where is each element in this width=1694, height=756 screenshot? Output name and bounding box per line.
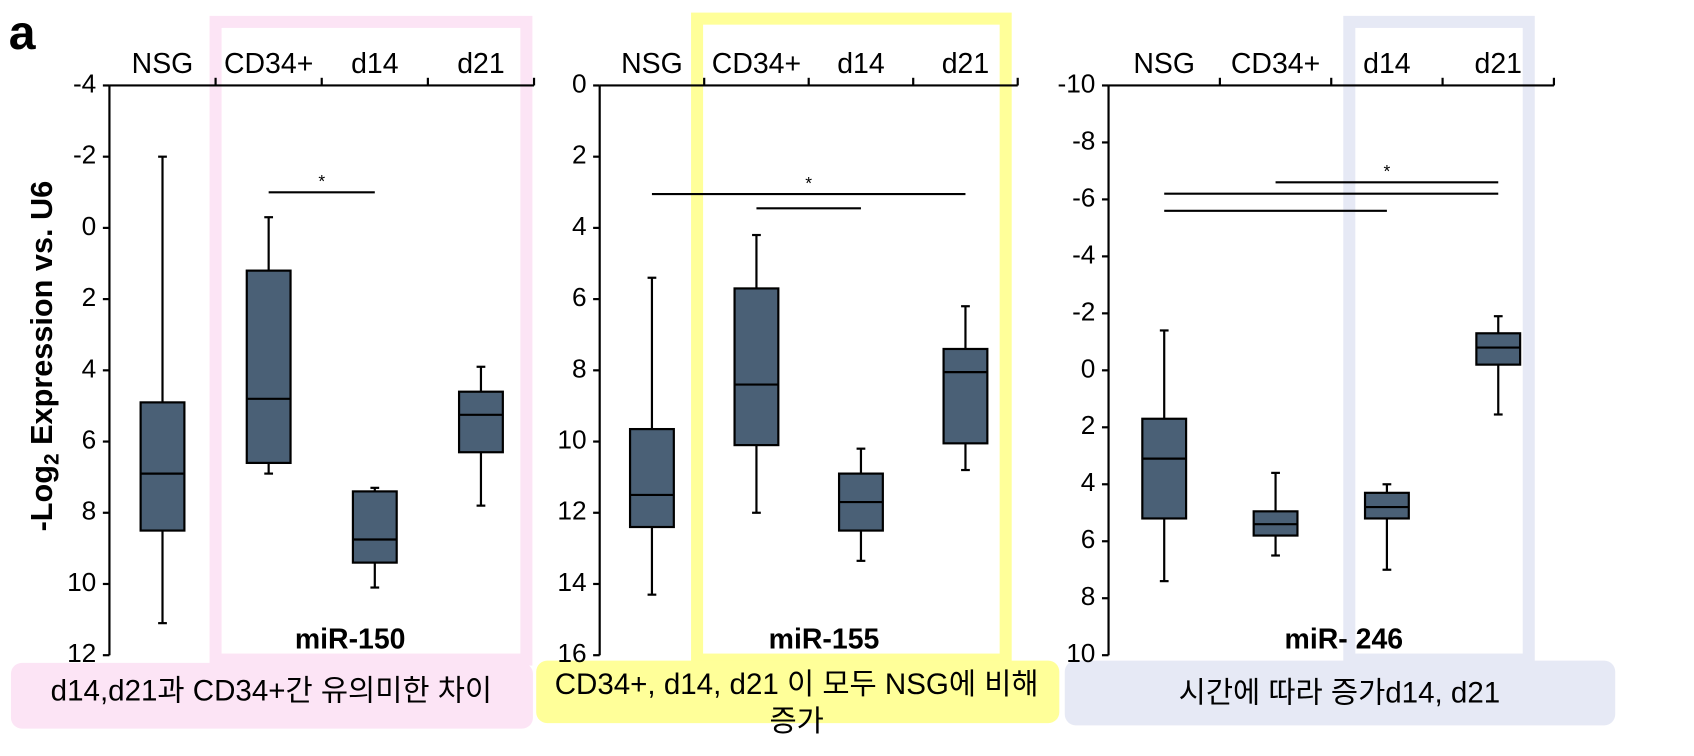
caption-box — [1064, 660, 1616, 726]
y-tick-label: -6 — [1072, 182, 1095, 212]
y-tick-label: 8 — [1081, 581, 1096, 611]
y-tick-label: 0 — [572, 68, 587, 98]
caption-line: 증가 — [769, 705, 823, 738]
significance-star: * — [318, 171, 325, 191]
x-tick-label: d21 — [942, 48, 989, 80]
y-tick-label: 0 — [1081, 353, 1096, 383]
panel-label: a — [9, 6, 37, 60]
y-tick-label: 10 — [67, 567, 96, 597]
chart-title: miR-150 — [295, 623, 406, 655]
box — [1141, 417, 1188, 520]
y-tick-label: 8 — [572, 353, 587, 383]
y-label-part: -Log — [25, 465, 59, 531]
box — [1363, 491, 1410, 520]
y-tick-label: 2 — [1081, 410, 1096, 440]
x-tick-label: d14 — [351, 48, 398, 80]
caption-box — [536, 660, 1060, 724]
y-tick-label: -8 — [1072, 125, 1095, 155]
x-tick-label: d14 — [837, 48, 884, 80]
x-tick-label: NSG — [132, 48, 194, 80]
box — [1475, 332, 1522, 366]
caption: 시간에 따라 증가d14, d21 — [1179, 676, 1501, 709]
y-tick-label: -2 — [73, 140, 96, 170]
x-tick-label: NSG — [1133, 48, 1195, 80]
x-tick-label: CD34+ — [224, 48, 313, 80]
y-tick-label: 12 — [67, 638, 96, 668]
box — [942, 347, 989, 445]
box — [351, 490, 398, 564]
y-tick-label: -4 — [73, 68, 96, 98]
chart-title: miR- 246 — [1285, 623, 1404, 655]
y-tick-label: 8 — [82, 496, 97, 526]
y-tick-label: 0 — [82, 211, 97, 241]
box — [733, 287, 780, 447]
caption: d14,d21과 CD34+간 유의미한 차이 — [51, 674, 492, 707]
y-axis-label: -Log2 Expression vs. U6 — [25, 181, 63, 532]
box — [139, 401, 186, 532]
significance-star: * — [805, 173, 812, 193]
y-tick-label: 4 — [82, 353, 97, 383]
x-tick-label: d21 — [1475, 48, 1522, 80]
y-tick-label: -4 — [1072, 239, 1095, 269]
y-tick-label: 14 — [557, 567, 586, 597]
highlight-frame — [691, 12, 1012, 666]
highlight-frame — [1343, 15, 1535, 666]
caption-box — [10, 662, 533, 729]
y-label-part: Expression vs. U6 — [25, 181, 59, 454]
x-tick-label: NSG — [621, 48, 683, 80]
y-tick-label: 12 — [557, 496, 586, 526]
y-tick-label: 10 — [1066, 638, 1095, 668]
chart-title: miR-155 — [769, 623, 880, 655]
y-tick-label: 10 — [557, 424, 586, 454]
y-tick-label: 6 — [572, 282, 587, 312]
box — [457, 390, 504, 454]
box — [628, 427, 675, 529]
y-tick-label: 2 — [82, 282, 97, 312]
x-tick-label: CD34+ — [1231, 48, 1320, 80]
y-label-subscript: 2 — [40, 453, 63, 465]
x-tick-label: d14 — [1363, 48, 1410, 80]
y-tick-label: -10 — [1057, 68, 1095, 98]
y-tick-label: -2 — [1072, 296, 1095, 326]
y-tick-label: 4 — [572, 211, 587, 241]
x-tick-label: d21 — [457, 48, 504, 80]
caption-line: CD34+, d14, d21 이 모두 NSG에 비해 — [555, 668, 1039, 701]
highlight-frame — [209, 15, 533, 666]
y-tick-label: 16 — [557, 638, 586, 668]
significance-star: * — [1384, 161, 1391, 181]
y-tick-label: 4 — [1081, 467, 1096, 497]
y-tick-label: 6 — [82, 424, 97, 454]
y-tick-label: 6 — [1081, 524, 1096, 554]
y-tick-label: 2 — [572, 140, 587, 170]
box — [245, 269, 292, 465]
x-tick-label: CD34+ — [712, 48, 801, 80]
